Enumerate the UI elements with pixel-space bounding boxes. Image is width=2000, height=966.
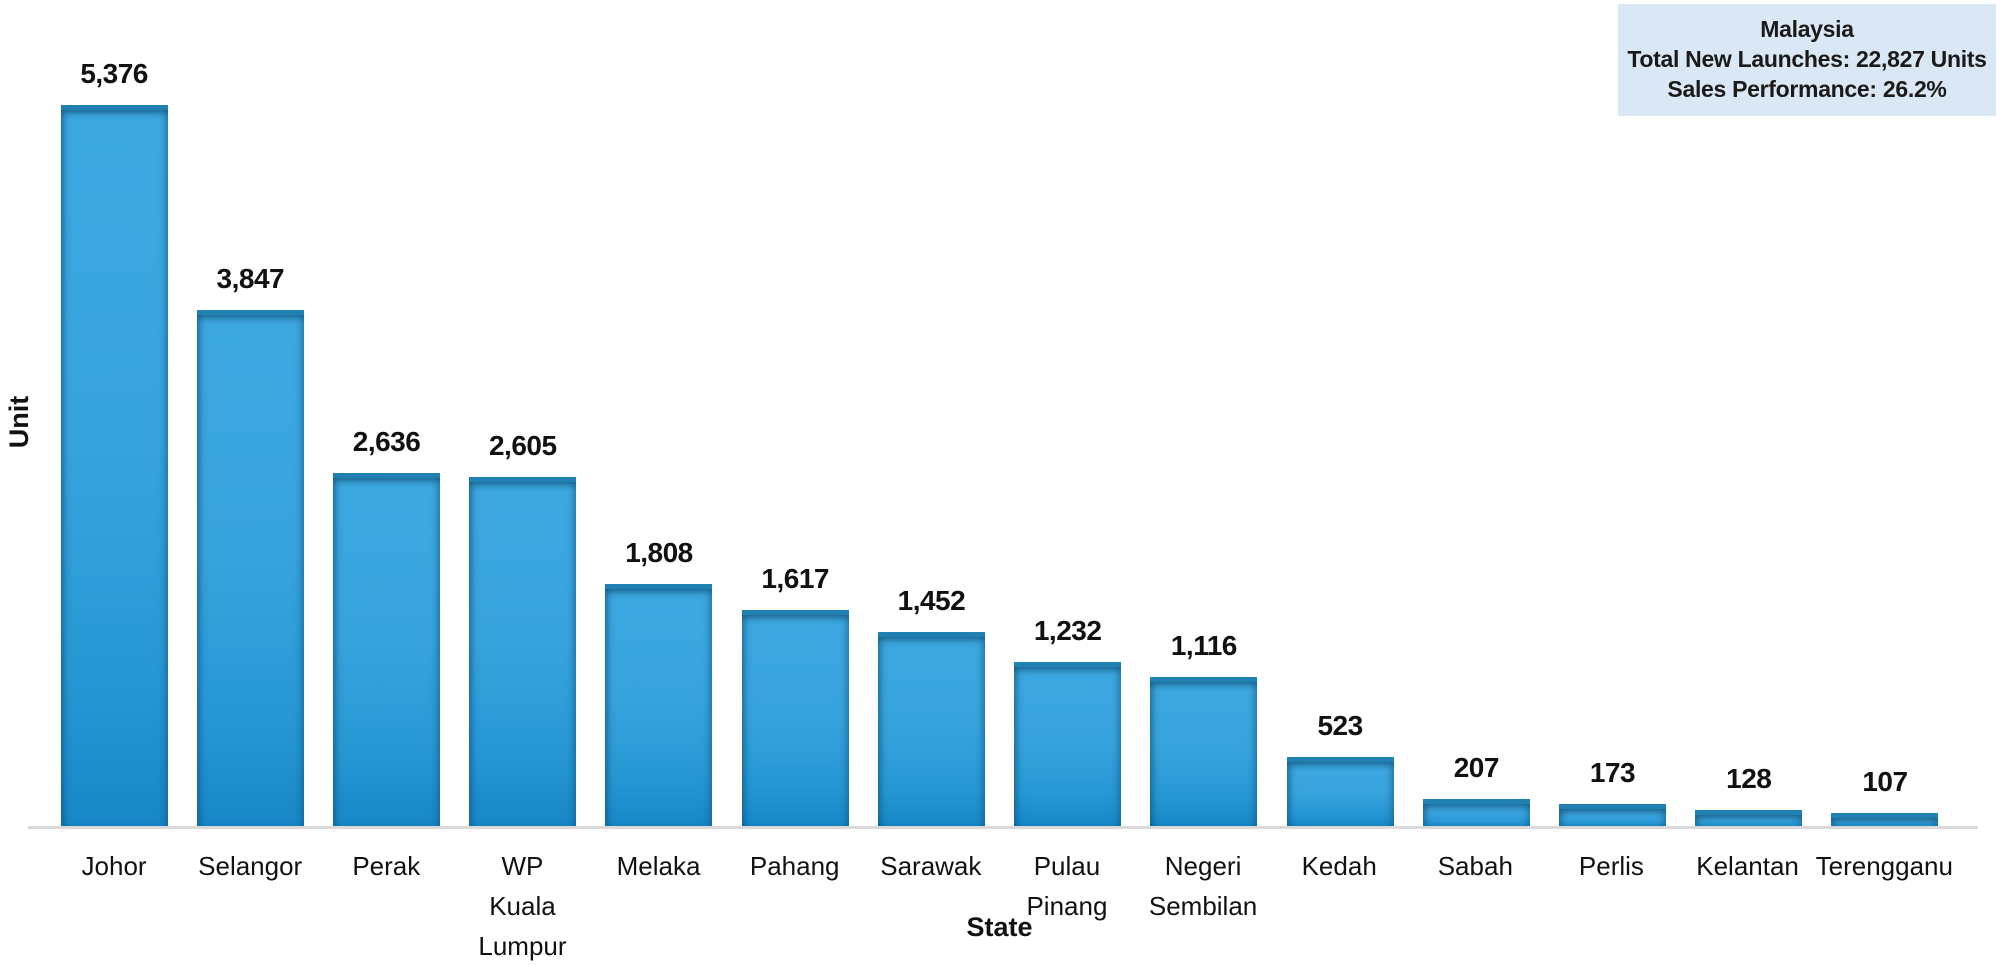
x-axis-category-label-line: Sembilan <box>1148 891 1258 921</box>
x-axis-category-label: Pulau Pinang <box>999 846 1135 966</box>
legend-sales-performance: Sales Performance: 26.2% <box>1667 76 1947 102</box>
bar <box>1286 757 1394 827</box>
bar-value-label: 1,808 <box>625 537 693 568</box>
x-axis-category-label-line: Kelantan <box>1696 851 1799 881</box>
bar-value-label: 1,116 <box>1170 630 1238 661</box>
bar-column: 173 <box>1544 757 1680 827</box>
bar <box>605 584 713 827</box>
plot-area: 5,376 3,847 2,636 2,605 1,808 1,617 1,452 1,232… <box>46 0 1953 827</box>
x-axis-category-label: Perak <box>318 846 454 966</box>
x-axis-category-label-line: Melaka <box>616 851 701 881</box>
x-axis-category-label: Selangor <box>182 846 318 966</box>
bar-value-label: 2,636 <box>352 426 421 457</box>
x-axis-category-label-line: Negeri <box>1164 851 1242 881</box>
legend-box: Malaysia Total New Launches: 22,827 Unit… <box>1618 4 1996 116</box>
bar-column: 107 <box>1817 766 1953 827</box>
bar-column: 523 <box>1272 710 1408 827</box>
bar-value-label: 523 <box>1317 710 1363 741</box>
bar-value-label: 173 <box>1589 757 1636 788</box>
x-axis-category-label: Negeri Sembilan <box>1135 846 1271 966</box>
bar-column: 3,847 <box>182 263 318 827</box>
x-axis-category-label: Kelantan <box>1680 846 1816 966</box>
bar <box>1831 813 1939 827</box>
bar <box>1559 804 1667 827</box>
bar-column: 1,617 <box>727 563 863 827</box>
bar <box>333 473 441 827</box>
x-axis-category-label: Johor <box>46 846 182 966</box>
bar-value-label: 1,452 <box>897 585 966 616</box>
x-axis-category-label-line: Sabah <box>1437 851 1513 881</box>
bar-column: 207 <box>1408 752 1544 827</box>
bar-column: 1,452 <box>863 585 999 827</box>
bar-value-label: 3,847 <box>216 263 285 294</box>
bar <box>1422 799 1530 827</box>
x-axis-category-label-line: Pinang <box>1026 891 1108 921</box>
bar-column: 2,605 <box>455 430 591 827</box>
bar-value-label: 207 <box>1453 752 1500 783</box>
x-axis-category-label-line: Perlis <box>1578 851 1644 881</box>
bar-value-label: 107 <box>1862 766 1908 797</box>
bar-value-label: 128 <box>1726 763 1772 794</box>
bar-value-label: 2,605 <box>488 430 557 461</box>
x-axis-category-label: Sarawak <box>863 846 999 966</box>
bar <box>196 310 304 827</box>
bar-column: 128 <box>1681 763 1817 827</box>
x-axis-line <box>28 826 1978 829</box>
x-axis-category-label-line: Terengganu <box>1815 851 1953 881</box>
x-axis-category-label: Pahang <box>727 846 863 966</box>
x-axis-category-label: Kedah <box>1271 846 1407 966</box>
bar <box>741 610 849 827</box>
bar <box>877 632 985 827</box>
bar <box>1150 677 1258 827</box>
y-axis-title: Unit <box>4 395 34 449</box>
x-axis-category-label: Sabah <box>1407 846 1543 966</box>
legend-title: Malaysia <box>1760 16 1854 42</box>
bar-column: 5,376 <box>46 58 182 827</box>
bar-column: 1,232 <box>1000 615 1136 827</box>
x-axis-category-label-line: WP <box>501 851 544 881</box>
bar-column: 1,116 <box>1136 630 1272 827</box>
x-axis-category-label-line: Johor <box>81 851 147 881</box>
bar-value-label: 1,232 <box>1033 615 1102 646</box>
x-axis-category-label: WP Kuala Lumpur <box>454 846 590 966</box>
x-axis-category-label-line: Pulau <box>1033 851 1101 881</box>
x-axis-category-label-line: Kedah <box>1301 851 1377 881</box>
x-axis-category-label-line: Kuala <box>489 891 556 921</box>
x-axis-category-label: Melaka <box>591 846 727 966</box>
bar-column: 1,808 <box>591 537 727 827</box>
x-axis-category-label-line: Pahang <box>749 851 840 881</box>
x-axis-category-label-line: Perak <box>352 851 421 881</box>
bar-value-label: 1,617 <box>761 563 829 594</box>
bar-column: 2,636 <box>318 426 454 827</box>
x-axis-title: State <box>966 912 1033 942</box>
x-axis-labels: Johor Selangor Perak WP Kuala Lumpur Melaka Pah… <box>46 846 1953 966</box>
x-axis-category-label-line: Selangor <box>198 851 303 881</box>
x-axis-category-label-line: Sarawak <box>880 851 982 881</box>
bar <box>1695 810 1803 827</box>
x-axis-category-label: Terengganu <box>1816 846 1953 966</box>
x-axis-category-label: Perlis <box>1543 846 1679 966</box>
bar-value-label: 5,376 <box>80 58 148 89</box>
bar <box>1014 662 1122 827</box>
bar <box>60 105 168 827</box>
bar <box>469 477 577 827</box>
legend-total-launches: Total New Launches: 22,827 Units <box>1627 46 1987 72</box>
